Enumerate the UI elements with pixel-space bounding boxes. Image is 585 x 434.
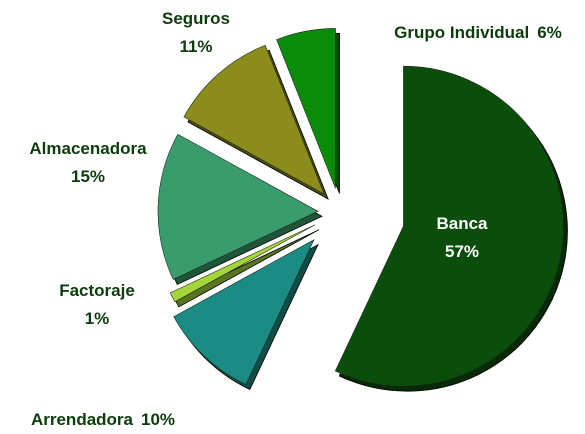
value-label: 1% <box>85 309 110 328</box>
category-label: Arrendadora <box>31 410 134 429</box>
slice-label: Grupo Individual 6% <box>394 23 562 42</box>
category-label: Banca <box>436 214 488 233</box>
category-label: Grupo Individual <box>394 23 529 42</box>
category-label: Factoraje <box>59 281 135 300</box>
value-label: 6% <box>537 23 562 42</box>
value-label: 15% <box>71 167 105 186</box>
category-label: Almacenadora <box>29 139 147 158</box>
slice <box>173 238 315 385</box>
value-label: 11% <box>179 37 212 56</box>
slice <box>334 65 564 387</box>
category-label: Seguros <box>162 9 230 28</box>
slice-side-face <box>174 229 320 307</box>
slice-label: Seguros 11% <box>162 9 230 56</box>
slice <box>157 133 319 280</box>
slice-label: Arrendadora 10% <box>31 410 175 429</box>
slice-label: Almacenadora 15% <box>29 139 147 186</box>
slice <box>276 28 336 189</box>
slice <box>169 224 316 303</box>
slice <box>183 44 325 195</box>
slice-label: Factoraje 1% <box>59 281 135 328</box>
value-label: 10% <box>141 410 175 429</box>
slice-label: Banca 57% <box>436 214 488 261</box>
value-label: 57% <box>445 242 479 261</box>
